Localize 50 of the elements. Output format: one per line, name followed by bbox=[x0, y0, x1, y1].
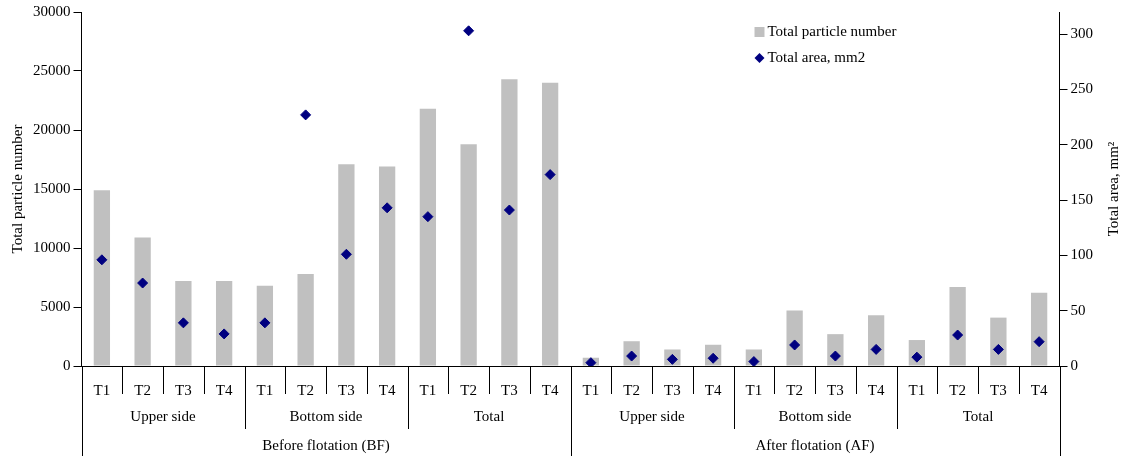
y2-tick-label: 150 bbox=[1070, 191, 1093, 207]
x-tick-label: T4 bbox=[1030, 381, 1048, 398]
y-tick-label: 30000 bbox=[33, 2, 71, 19]
y2-tick-label: 250 bbox=[1070, 80, 1093, 97]
text: Total bbox=[473, 407, 505, 424]
y2-tick-label: 50 bbox=[1070, 301, 1086, 318]
legend-label: Total particle number bbox=[767, 22, 897, 39]
y-tick-label: 5000 bbox=[40, 297, 71, 314]
x-tick-label: T4 bbox=[704, 381, 722, 398]
x-tick-label: T3 bbox=[175, 381, 192, 398]
x-tick-label: T1 bbox=[256, 381, 274, 398]
text: Upper side bbox=[130, 407, 197, 424]
y2-tick-label: 300 bbox=[1070, 25, 1093, 42]
y-tick-label: 25000 bbox=[33, 61, 71, 78]
y2-tick-label: 100 bbox=[1070, 246, 1093, 263]
x-tick-label: T4 bbox=[867, 381, 885, 398]
x-tick-label: T4 bbox=[541, 381, 559, 398]
text: Bottom side bbox=[289, 407, 363, 424]
x-tick-label: T2 bbox=[949, 381, 966, 398]
x-tick-label: T1 bbox=[582, 381, 600, 398]
x-tick-label: T4 bbox=[378, 381, 396, 398]
y2-axis-title: Total area, mm² bbox=[1104, 141, 1121, 237]
text: Before flotation (BF) bbox=[262, 436, 390, 454]
text: After flotation (AF) bbox=[755, 436, 875, 454]
x-tick-label: T2 bbox=[786, 381, 803, 398]
y-tick-label: 0 bbox=[63, 356, 71, 373]
y-tick-label: 20000 bbox=[33, 120, 71, 137]
text: Bottom side bbox=[778, 407, 852, 424]
x-tick-label: T1 bbox=[93, 381, 111, 398]
x-tick-label: T3 bbox=[990, 381, 1007, 398]
text: Upper side bbox=[619, 407, 686, 424]
x-tick-label: T1 bbox=[908, 381, 926, 398]
x-tick-label: T2 bbox=[297, 381, 314, 398]
x-tick-label: T4 bbox=[215, 381, 233, 398]
x-tick-label: T2 bbox=[623, 381, 640, 398]
y2-tick-label: 200 bbox=[1070, 135, 1093, 152]
x-tick-label: T2 bbox=[460, 381, 477, 398]
y-tick-label: 15000 bbox=[33, 179, 71, 196]
y-axis-title: Total particle number bbox=[8, 124, 25, 254]
x-tick-label: T1 bbox=[745, 381, 763, 398]
x-tick-label: T1 bbox=[419, 381, 437, 398]
x-tick-label: T3 bbox=[338, 381, 355, 398]
x-tick-label: T3 bbox=[664, 381, 681, 398]
x-tick-label: T2 bbox=[134, 381, 151, 398]
x-tick-label: T3 bbox=[827, 381, 844, 398]
text: Total bbox=[962, 407, 994, 424]
y-tick-label: 10000 bbox=[33, 238, 71, 255]
y2-tick-label: 0 bbox=[1070, 356, 1078, 373]
x-tick-label: T3 bbox=[501, 381, 518, 398]
legend-label: Total area, mm2 bbox=[767, 48, 866, 65]
